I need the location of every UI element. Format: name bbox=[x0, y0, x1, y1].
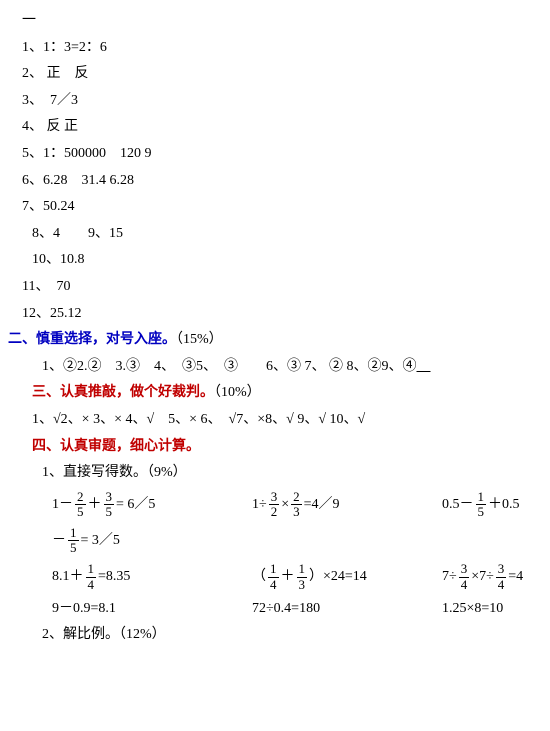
section-2-answers-text: 1、②2.② 3.③ 4、 ③5、 ③ 6、③ 7、 ② 8、②9、④ bbox=[42, 359, 417, 374]
num: 1 bbox=[68, 526, 79, 541]
num: 2 bbox=[75, 490, 86, 505]
den: 4 bbox=[459, 578, 470, 592]
section-4-title: 四、认真审题，细心计算。 bbox=[8, 434, 538, 461]
calc-row-3: 8.1＋14=8.35 （14＋13）×24=14 7÷34×7÷34=4 bbox=[8, 559, 538, 595]
t: 1÷ bbox=[252, 497, 267, 512]
calc-r4c3: 1.25×8=10 bbox=[442, 596, 538, 623]
t: × bbox=[281, 497, 289, 512]
section-2-title-pct: （15%） bbox=[176, 332, 223, 347]
t: （ bbox=[252, 569, 266, 584]
den: 5 bbox=[68, 541, 79, 555]
den: 4 bbox=[496, 578, 507, 592]
t: =8.35 bbox=[98, 569, 130, 584]
calc-r1c1: 1－25＋35= 6／5 bbox=[52, 487, 252, 523]
ans-1-2: 2、 正 反 bbox=[8, 61, 538, 88]
calc-r4c1: 9－0.9=8.1 bbox=[52, 596, 252, 623]
calc-r3c2: （14＋13）×24=14 bbox=[252, 559, 442, 595]
num: 3 bbox=[104, 490, 115, 505]
ans-1-10: 10、10.8 bbox=[8, 247, 538, 274]
calc-row-2: －15= 3／5 bbox=[8, 523, 538, 559]
t: ＋0.5 bbox=[488, 497, 520, 512]
calc-row-4: 9－0.9=8.1 72÷0.4=180 1.25×8=10 bbox=[8, 596, 538, 623]
ans-1-3: 3、 7／3 bbox=[8, 88, 538, 115]
t: － bbox=[52, 533, 66, 548]
section-3-title-pct: （10%） bbox=[214, 385, 261, 400]
ans-1-1: 1、1：3=2：6 bbox=[8, 35, 538, 62]
ans-1-8-9: 8、4 9、15 bbox=[8, 221, 538, 248]
t: ×7÷ bbox=[471, 569, 494, 584]
section-2-answers: 1、②2.② 3.③ 4、 ③5、 ③ 6、③ 7、 ② 8、②9、④ bbox=[8, 354, 538, 381]
t: 1－ bbox=[52, 497, 73, 512]
num: 2 bbox=[291, 490, 302, 505]
ans-1-11: 11、 70 bbox=[8, 274, 538, 301]
den: 5 bbox=[75, 505, 86, 519]
calc-r1c3: 0.5－15＋0.5 bbox=[442, 487, 538, 523]
den: 3 bbox=[297, 578, 308, 592]
t: 0.5－ bbox=[442, 497, 474, 512]
section-2-title-text: 二、慎重选择，对号入座。 bbox=[8, 332, 176, 347]
num: 3 bbox=[459, 562, 470, 577]
num: 1 bbox=[86, 562, 97, 577]
calc-r4c2: 72÷0.4=180 bbox=[252, 596, 442, 623]
t: =4／9 bbox=[304, 497, 340, 512]
section-4-title-text: 四、认真审题，细心计算。 bbox=[32, 439, 200, 454]
den: 4 bbox=[268, 578, 279, 592]
ans-1-12: 12、25.12 bbox=[8, 301, 538, 328]
calc-r3c3: 7÷34×7÷34=4 bbox=[442, 559, 538, 595]
q4-2-label: 2、解比例。（12%） bbox=[8, 622, 538, 649]
t: = 6／5 bbox=[116, 497, 155, 512]
t: 8.1＋ bbox=[52, 569, 84, 584]
calc-row-1: 1－25＋35= 6／5 1÷32×23=4／9 0.5－15＋0.5 bbox=[8, 487, 538, 523]
calc-r1c2: 1÷32×23=4／9 bbox=[252, 487, 442, 523]
section-3-title-text: 三、认真推敲，做个好裁判。 bbox=[32, 385, 214, 400]
section-1-header: 一 bbox=[8, 8, 538, 35]
num: 1 bbox=[476, 490, 487, 505]
t: =4 bbox=[508, 569, 523, 584]
ans-1-4: 4、 反 正 bbox=[8, 114, 538, 141]
q4-1-label: 1、直接写得数。（9%） bbox=[8, 460, 538, 487]
num: 3 bbox=[496, 562, 507, 577]
t: = 3／5 bbox=[81, 533, 120, 548]
den: 5 bbox=[104, 505, 115, 519]
ans-1-5: 5、1：500000 120 9 bbox=[8, 141, 538, 168]
num: 1 bbox=[268, 562, 279, 577]
den: 2 bbox=[269, 505, 280, 519]
den: 4 bbox=[86, 578, 97, 592]
calc-r3c1: 8.1＋14=8.35 bbox=[52, 559, 252, 595]
den: 5 bbox=[476, 505, 487, 519]
t: ）×24=14 bbox=[309, 569, 367, 584]
section-3-title: 三、认真推敲，做个好裁判。（10%） bbox=[8, 380, 538, 407]
t: ＋ bbox=[88, 497, 102, 512]
ans-1-6: 6、6.28 31.4 6.28 bbox=[8, 168, 538, 195]
num: 3 bbox=[269, 490, 280, 505]
num: 1 bbox=[297, 562, 308, 577]
t: 7÷ bbox=[442, 569, 457, 584]
section-2-title: 二、慎重选择，对号入座。（15%） bbox=[8, 327, 538, 354]
den: 3 bbox=[291, 505, 302, 519]
section-3-answers: 1、√2、× 3、× 4、√ 5、× 6、 √7、×8、√ 9、√ 10、√ bbox=[8, 407, 538, 434]
t: ＋ bbox=[281, 569, 295, 584]
ans-1-7: 7、50.24 bbox=[8, 194, 538, 221]
